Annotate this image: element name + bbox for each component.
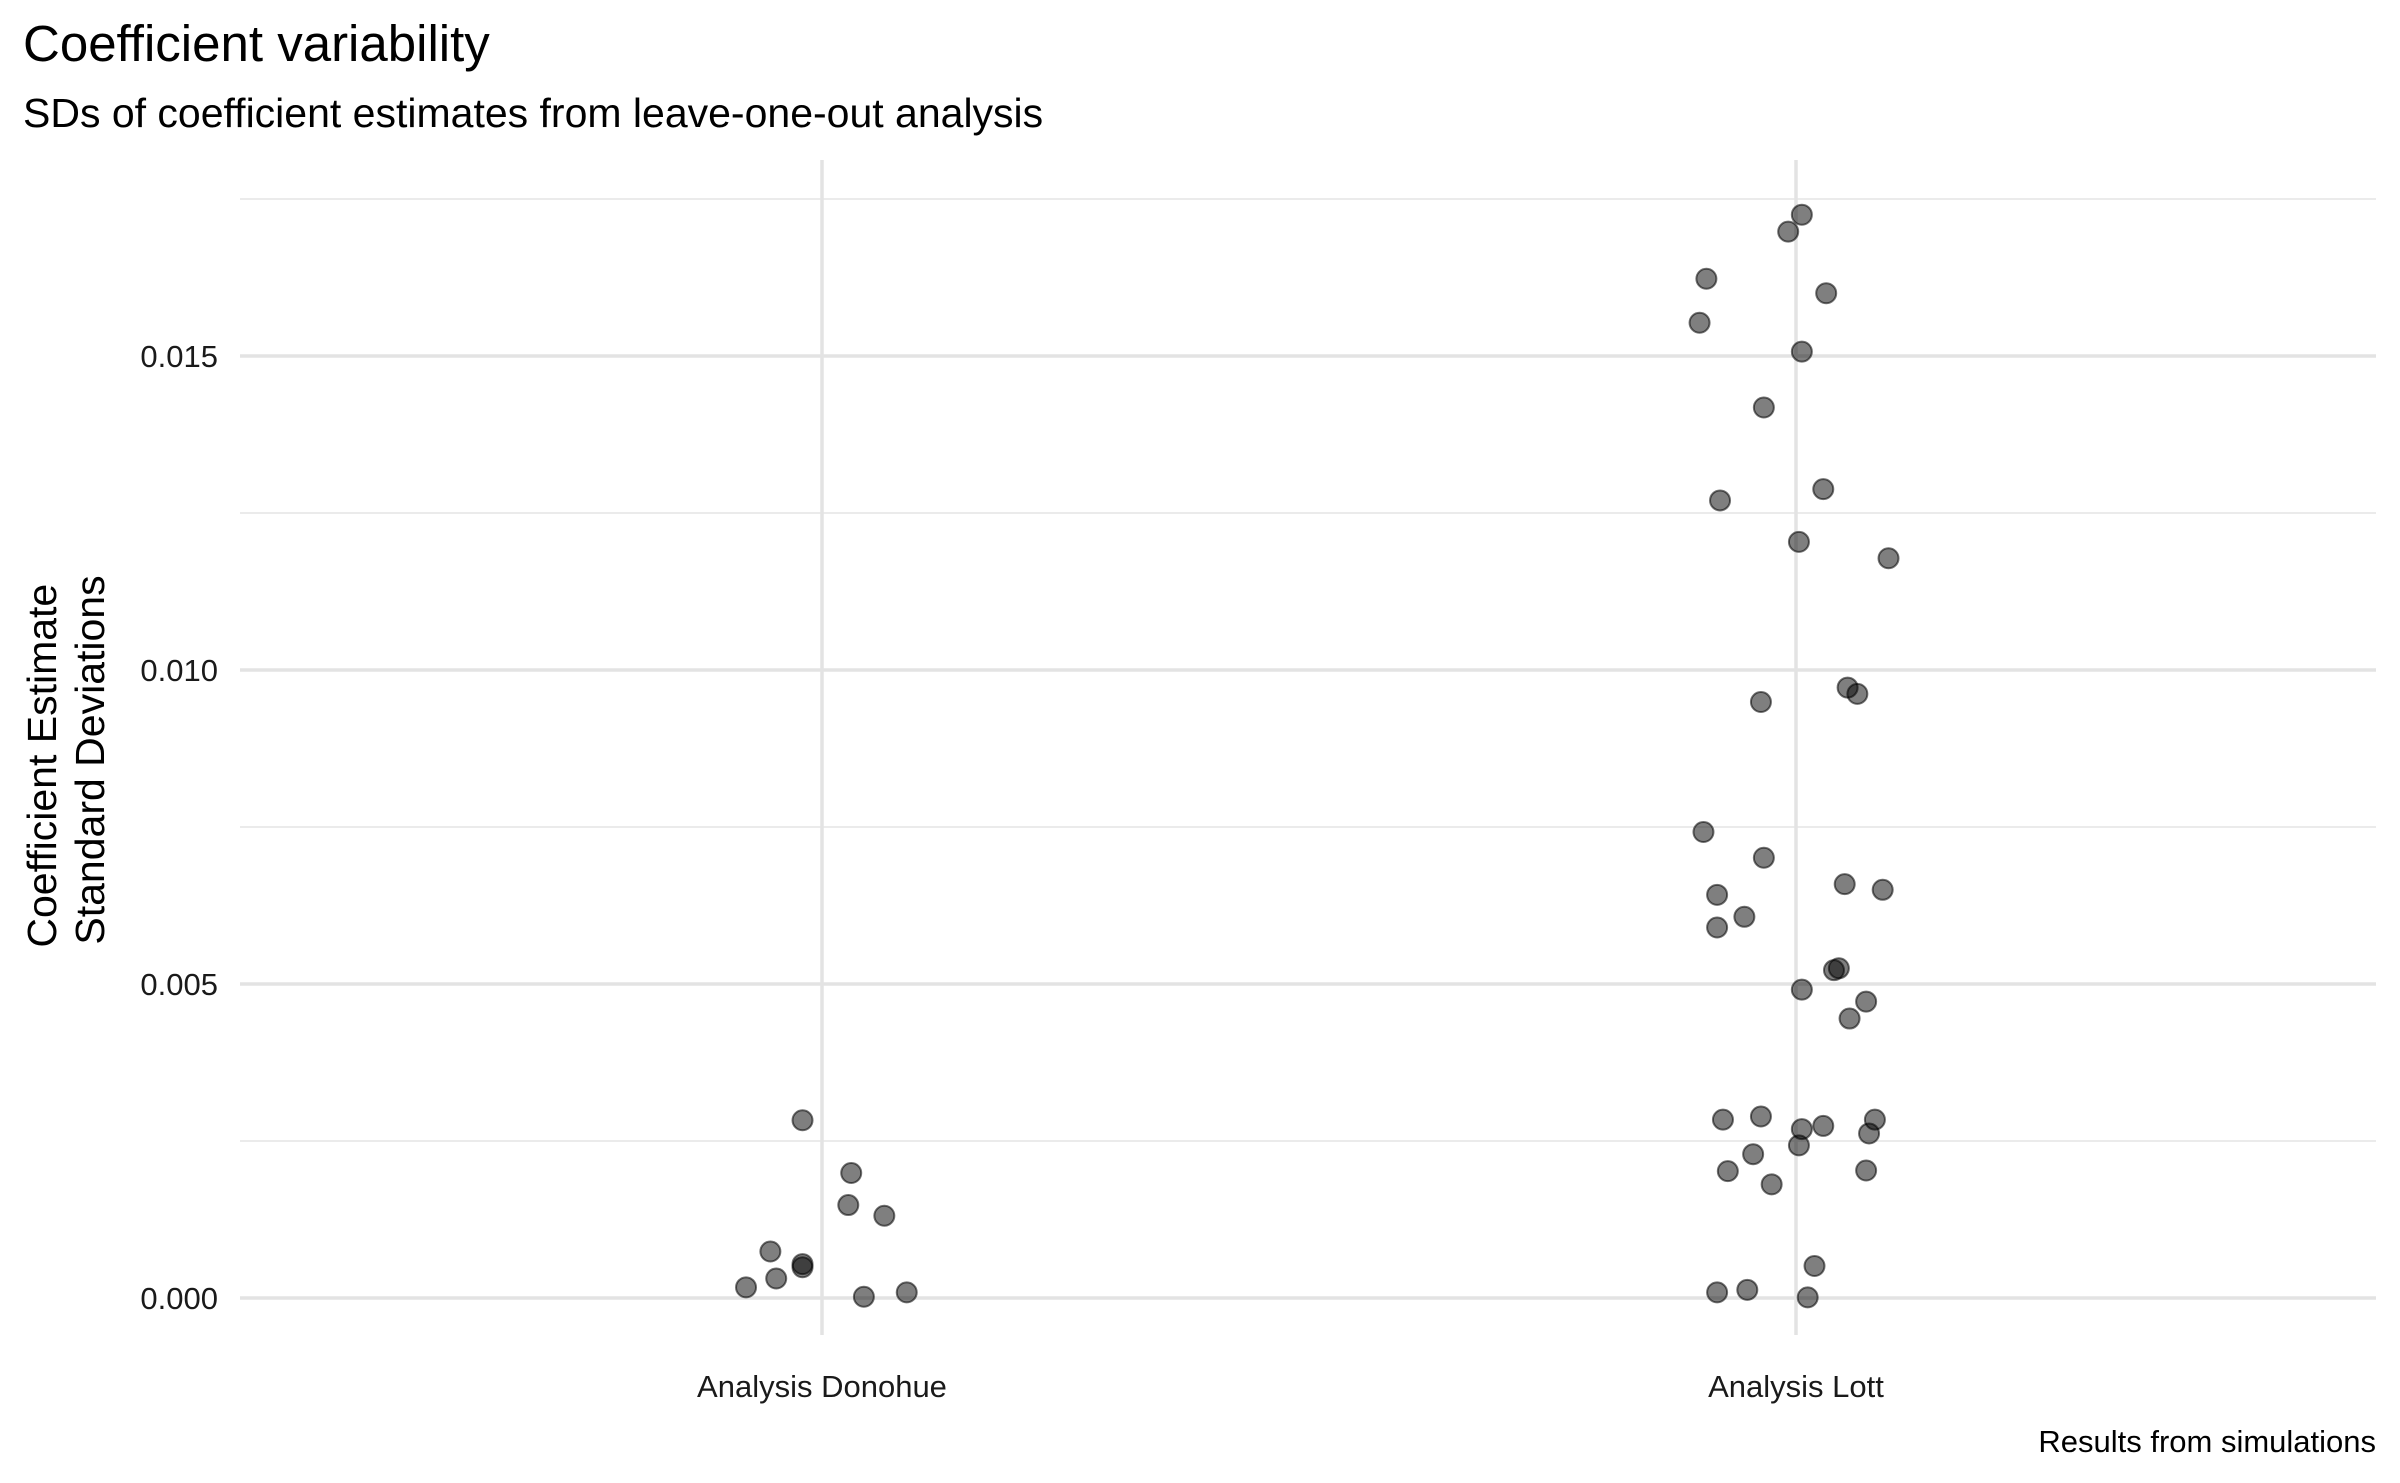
x-tick-label: Analysis Lott xyxy=(1708,1369,1884,1404)
data-point xyxy=(895,1281,918,1304)
data-point xyxy=(765,1267,788,1290)
data-point xyxy=(1749,1105,1772,1128)
data-point xyxy=(735,1276,758,1299)
data-point xyxy=(1688,311,1711,334)
data-point xyxy=(1706,916,1729,939)
data-point xyxy=(1812,1114,1835,1137)
y-axis-title: Coefficient Estimate Standard Deviations xyxy=(19,572,113,947)
data-point xyxy=(1706,883,1729,906)
data-point xyxy=(1790,340,1813,363)
data-point xyxy=(1692,821,1715,844)
data-point xyxy=(1752,396,1775,419)
chart-subtitle: SDs of coefficient estimates from leave-… xyxy=(23,90,1044,136)
data-point xyxy=(1790,978,1813,1001)
data-points xyxy=(735,203,1900,1309)
data-point xyxy=(1716,1160,1739,1183)
data-point xyxy=(1787,530,1810,553)
x-tick-label: Analysis Donohue xyxy=(697,1369,947,1404)
data-point xyxy=(1706,1281,1729,1304)
data-point xyxy=(837,1194,860,1217)
data-point xyxy=(1815,282,1838,305)
data-point xyxy=(1711,1108,1734,1131)
data-point xyxy=(1833,873,1856,896)
data-point xyxy=(1812,478,1835,501)
data-point xyxy=(1846,682,1869,705)
data-point xyxy=(1787,1134,1810,1157)
grid-lines xyxy=(240,160,2376,1335)
data-point xyxy=(1822,959,1845,982)
data-point xyxy=(1858,1122,1881,1145)
data-point xyxy=(1752,846,1775,869)
chart-title: Coefficient variability xyxy=(23,15,490,72)
data-point xyxy=(791,1256,814,1279)
y-tick-label: 0.000 xyxy=(140,1281,218,1316)
data-point xyxy=(1736,1278,1759,1301)
data-point xyxy=(1777,220,1800,243)
data-point xyxy=(1871,878,1894,901)
data-point xyxy=(1709,489,1732,512)
x-axis-tick-labels: Analysis Donohue Analysis Lott xyxy=(697,1369,1884,1404)
data-point xyxy=(1742,1143,1765,1166)
data-point xyxy=(1760,1173,1783,1196)
data-point xyxy=(1695,267,1718,290)
data-point xyxy=(1790,203,1813,226)
data-point xyxy=(759,1240,782,1263)
y-axis-title-line-1: Coefficient Estimate xyxy=(19,584,65,948)
y-axis-tick-labels: 0.000 0.005 0.010 0.015 xyxy=(140,339,218,1316)
data-point xyxy=(1838,1007,1861,1030)
y-axis-title-line-2: Standard Deviations xyxy=(67,575,113,944)
chart-caption: Results from simulations xyxy=(2038,1424,2376,1459)
y-tick-label: 0.005 xyxy=(140,967,218,1002)
data-point xyxy=(840,1162,863,1185)
data-point xyxy=(1733,905,1756,928)
data-point xyxy=(1855,990,1878,1013)
data-point xyxy=(1749,691,1772,714)
data-point xyxy=(1877,547,1900,570)
data-point xyxy=(1796,1286,1819,1309)
y-tick-label: 0.015 xyxy=(140,339,218,374)
data-point xyxy=(791,1109,814,1132)
data-point xyxy=(852,1285,875,1308)
data-point xyxy=(873,1204,896,1227)
y-tick-label: 0.010 xyxy=(140,653,218,688)
data-point xyxy=(1855,1159,1878,1182)
data-point xyxy=(1803,1254,1826,1277)
